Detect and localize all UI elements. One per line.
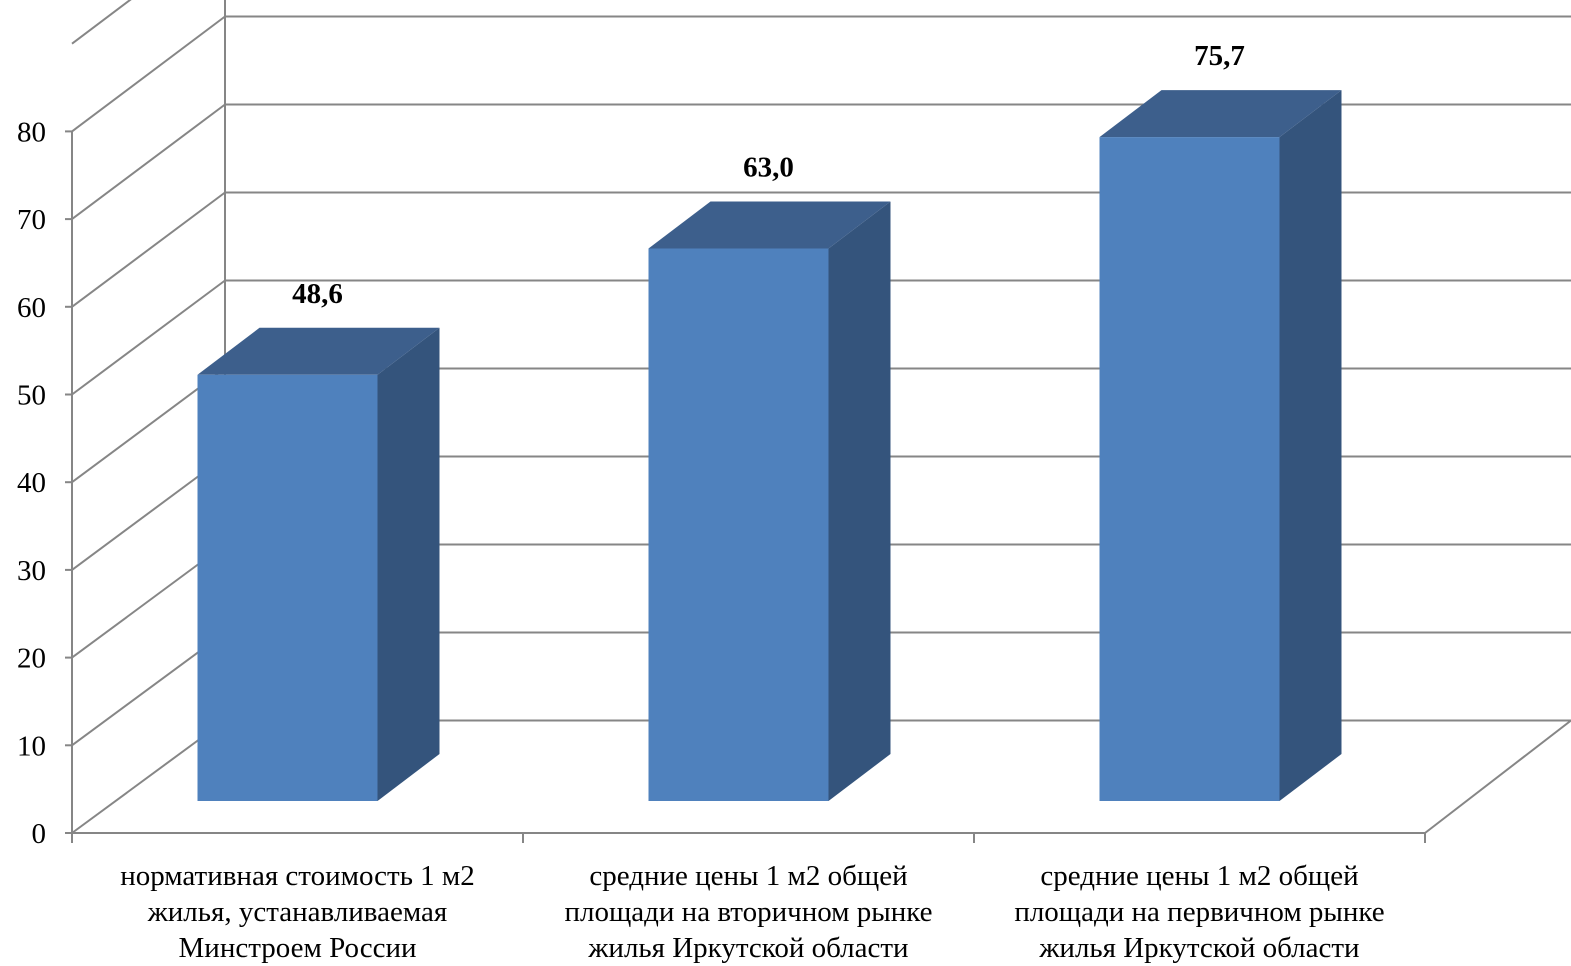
x-category-label-line: жилья Иркутской области xyxy=(1039,932,1360,964)
bar-side xyxy=(828,201,891,802)
gridline xyxy=(71,191,226,308)
bar-top xyxy=(197,327,440,375)
bar-top xyxy=(1099,90,1342,138)
x-category-label-line: площади на вторичном рынке xyxy=(564,896,933,928)
data-label: 48,6 xyxy=(292,278,343,310)
y-tick-label: 50 xyxy=(17,380,46,412)
gridline xyxy=(71,0,132,45)
gridline xyxy=(71,279,226,396)
y-tick-label: 80 xyxy=(17,116,46,148)
bar-front xyxy=(197,374,378,801)
x-category-label-line: площади на первичном рынке xyxy=(1014,896,1385,928)
x-category-label-line: средние цены 1 м2 общей xyxy=(589,860,908,892)
y-tick-label: 40 xyxy=(17,467,46,499)
chart-labels: 48,6 63,0 75,7 xyxy=(292,40,1245,310)
gridline xyxy=(71,103,226,220)
x-category-label-line: средние цены 1 м2 общей xyxy=(1040,860,1359,892)
floor-right-edge xyxy=(1424,719,1571,834)
bar-side xyxy=(377,327,440,801)
bar-front xyxy=(1099,137,1280,802)
chart-bars xyxy=(197,90,1342,802)
x-category-label: средние цены 1 м2 общей площади на первич… xyxy=(980,858,1420,966)
y-tick-label: 60 xyxy=(17,292,46,324)
y-tick-label: 30 xyxy=(17,555,46,587)
x-category-label-line: жилья Иркутской области xyxy=(588,932,909,964)
bar xyxy=(1099,90,1342,802)
y-tick-label: 0 xyxy=(32,818,47,850)
data-label: 75,7 xyxy=(1194,40,1245,72)
y-tick-label: 20 xyxy=(17,643,46,675)
x-category-label-line: нормативная стоимость 1 м2 xyxy=(120,860,475,892)
x-category-label: нормативная стоимость 1 м2 жилья, устанав… xyxy=(78,858,518,966)
data-label: 63,0 xyxy=(743,151,794,183)
bar xyxy=(197,327,440,801)
y-tick-label: 70 xyxy=(17,204,46,236)
bar xyxy=(648,201,891,802)
x-category-label-line: жилья, устанавливаемая xyxy=(147,896,448,928)
y-tick-label: 10 xyxy=(17,730,46,762)
bar-front xyxy=(648,248,829,802)
x-category-label: средние цены 1 м2 общей площади на вторич… xyxy=(529,858,969,966)
bar-side xyxy=(1279,90,1342,801)
bar-top xyxy=(648,201,891,249)
gridline xyxy=(71,15,226,133)
chart-axes: 0 10 20 30 40 50 60 70 80 xyxy=(17,116,1426,850)
x-category-label-line: Минстроем России xyxy=(178,932,417,964)
